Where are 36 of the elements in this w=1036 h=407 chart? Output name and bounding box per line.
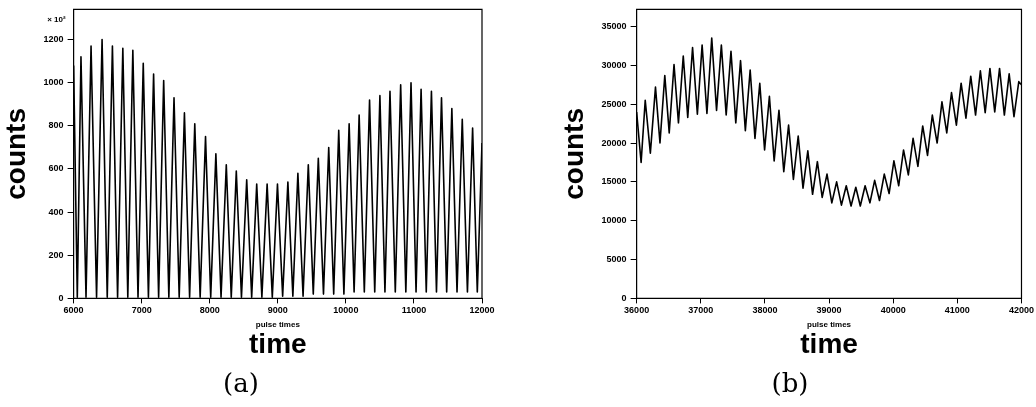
y-tick-label: 10000 (601, 215, 627, 226)
y-axis-title: counts (0, 108, 31, 200)
y-tick-label: 600 (48, 163, 64, 174)
x-tick-label: 9000 (267, 305, 288, 316)
text: (b) (771, 368, 809, 399)
x-tick-label: 7000 (131, 305, 152, 316)
x-tick-label: 10000 (333, 305, 359, 316)
y-tick-label: 15000 (601, 176, 627, 187)
y-tick-label: 0 (621, 292, 627, 303)
y-tick-label: 0 (58, 292, 64, 303)
y-tick-label: 35000 (601, 20, 627, 31)
text: (a) (223, 368, 259, 399)
x-tick-label: 36000 (624, 305, 650, 316)
y-tick-label: 400 (48, 206, 64, 217)
text: pulse times (807, 319, 852, 329)
y-tick-label: 30000 (601, 59, 627, 70)
text: pulse times (255, 319, 301, 329)
y-tick-label: 25000 (601, 98, 627, 109)
x-tick-label: 37000 (688, 305, 714, 316)
y-tick-label: 20000 (601, 137, 627, 148)
x-tick-label: 42000 (1008, 305, 1034, 316)
x-tick-label: 41000 (944, 305, 970, 316)
x-tick-label: 8000 (199, 305, 220, 316)
x-tick-label: 6000 (63, 305, 84, 316)
text: × 10² (47, 14, 66, 24)
y-tick-label: 1000 (43, 77, 64, 88)
x-tick-label: 39000 (816, 305, 842, 316)
y-tick-label: 200 (48, 249, 64, 260)
y-tick-label: 800 (48, 120, 64, 131)
y-tick-label: 5000 (606, 254, 627, 265)
x-tick-label: 40000 (880, 305, 906, 316)
x-tick-label: 12000 (469, 305, 495, 316)
y-axis-title: counts (557, 108, 589, 200)
x-tick-label: 38000 (752, 305, 778, 316)
y-tick-label: 1200 (43, 34, 64, 45)
x-tick-label: 11000 (401, 305, 427, 316)
